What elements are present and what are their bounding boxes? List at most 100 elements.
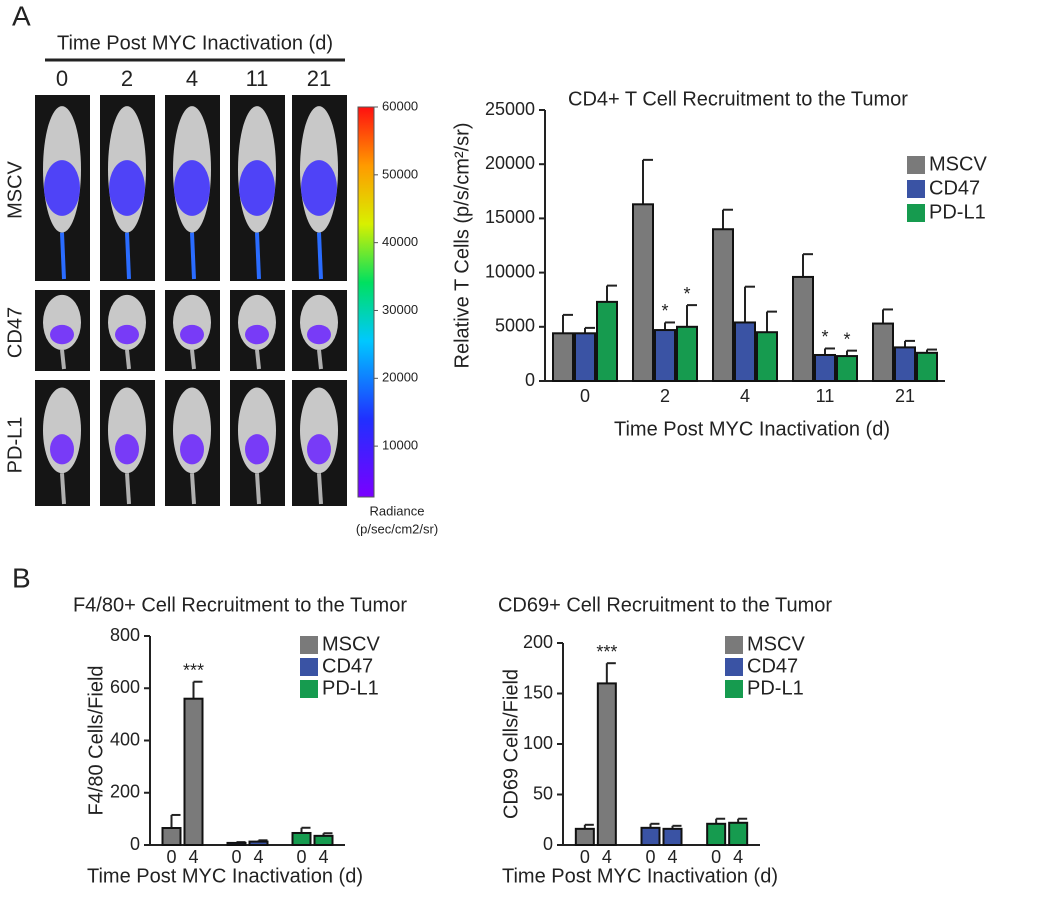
day-label: 4	[186, 66, 198, 91]
legend-label: CD47	[929, 177, 980, 199]
signal	[180, 434, 204, 465]
y-tick-label: 15000	[485, 207, 535, 227]
bar	[654, 329, 676, 382]
y-tick-label: 200	[110, 782, 140, 802]
bar	[552, 332, 574, 382]
signal	[50, 324, 74, 345]
y-tick-label: 20000	[485, 153, 535, 173]
colorbar-tick-label: 50000	[382, 166, 418, 181]
bar	[676, 325, 698, 382]
colorbar-tick-label: 20000	[382, 370, 418, 385]
legend-label: CD47	[747, 655, 798, 677]
day-label: 11	[246, 66, 269, 91]
bar	[872, 322, 894, 383]
significance-label: *	[843, 329, 850, 349]
y-tick-label: 150	[523, 682, 553, 702]
y-axis-label: CD69 Cells/Field	[500, 669, 522, 819]
legend-label: MSCV	[322, 633, 380, 655]
colorbar-tick-label: 60000	[382, 98, 418, 113]
x-axis-label: Time Post MYC Inactivation (d)	[87, 865, 363, 887]
x-tick-label: 4	[667, 847, 677, 867]
mouse-tail	[255, 349, 261, 370]
bar	[836, 355, 858, 382]
row-label: MSCV	[4, 160, 26, 218]
bar	[662, 827, 683, 847]
signal	[115, 324, 139, 345]
signal	[50, 434, 74, 465]
y-axis-label: F4/80 Cells/Field	[85, 665, 107, 815]
bar	[574, 827, 595, 847]
legend-label: CD47	[322, 655, 373, 677]
bar	[756, 331, 778, 382]
y-axis-label: Relative T Cells (p/s/cm²/sr)	[451, 123, 473, 369]
x-tick-label: 0	[166, 847, 176, 867]
mouse-tail	[190, 349, 196, 370]
signal	[307, 324, 331, 345]
chart-title: CD4+ T Cell Recruitment to the Tumor	[568, 88, 908, 110]
bar	[916, 351, 938, 383]
colorbar	[357, 106, 375, 498]
bar	[706, 822, 727, 846]
legend-swatch	[725, 636, 743, 654]
mouse-tail	[317, 473, 323, 505]
day-label: 21	[307, 66, 331, 91]
y-tick-label: 200	[523, 632, 553, 652]
bar	[574, 332, 596, 382]
mouse-tail	[190, 473, 196, 505]
y-tick-label: 50	[533, 783, 553, 803]
colorbar-tick-label: 10000	[382, 438, 418, 453]
significance-label: ***	[596, 642, 617, 662]
day-label: 0	[56, 66, 68, 91]
significance-label: *	[821, 327, 828, 347]
mouse-tail	[255, 232, 261, 280]
mouse-tail	[60, 349, 66, 370]
bar	[291, 831, 312, 846]
signal	[245, 434, 269, 465]
y-tick-label: 25000	[485, 99, 535, 119]
legend-label: PD-L1	[322, 677, 379, 699]
bar	[161, 827, 182, 846]
colorbar-label: (p/sec/cm2/sr)	[356, 521, 438, 536]
x-tick-label: 4	[188, 847, 198, 867]
y-tick-label: 800	[110, 625, 140, 645]
colorbar-label: Radiance	[370, 503, 425, 518]
mouse-tail	[60, 473, 66, 505]
row-label: PD-L1	[4, 417, 26, 474]
signal	[245, 324, 269, 345]
x-tick-label: 4	[602, 847, 612, 867]
bar	[313, 834, 334, 847]
legend-label: MSCV	[929, 153, 987, 175]
mouse-tail	[255, 473, 261, 505]
bar	[640, 826, 661, 847]
bar	[814, 353, 836, 383]
legend-label: PD-L1	[929, 201, 986, 223]
mouse-tail	[60, 232, 66, 280]
significance-label: *	[661, 301, 668, 321]
legend-label: MSCV	[747, 633, 805, 655]
bar	[248, 840, 269, 847]
x-tick-label: 2	[660, 386, 670, 406]
signal	[174, 160, 210, 216]
mouse-tail	[125, 473, 131, 505]
x-tick-label: 21	[895, 386, 915, 406]
x-tick-label: 4	[253, 847, 263, 867]
bar	[712, 228, 734, 382]
x-tick-label: 11	[816, 386, 835, 406]
x-tick-label: 4	[318, 847, 328, 867]
legend-swatch	[907, 204, 925, 222]
signal	[239, 160, 275, 216]
x-tick-label: 0	[231, 847, 241, 867]
mouse-tail	[125, 349, 131, 370]
mouse-tail	[190, 232, 196, 280]
y-tick-label: 10000	[485, 261, 535, 281]
signal	[109, 160, 145, 216]
x-tick-label: 4	[733, 847, 743, 867]
x-axis-label: Time Post MYC Inactivation (d)	[502, 865, 778, 887]
x-tick-label: 4	[740, 386, 750, 406]
chart-title: CD69+ Cell Recruitment to the Tumor	[498, 594, 832, 616]
bar	[734, 321, 756, 382]
y-tick-label: 0	[543, 834, 553, 854]
y-tick-label: 0	[525, 370, 535, 390]
signal	[115, 434, 139, 465]
